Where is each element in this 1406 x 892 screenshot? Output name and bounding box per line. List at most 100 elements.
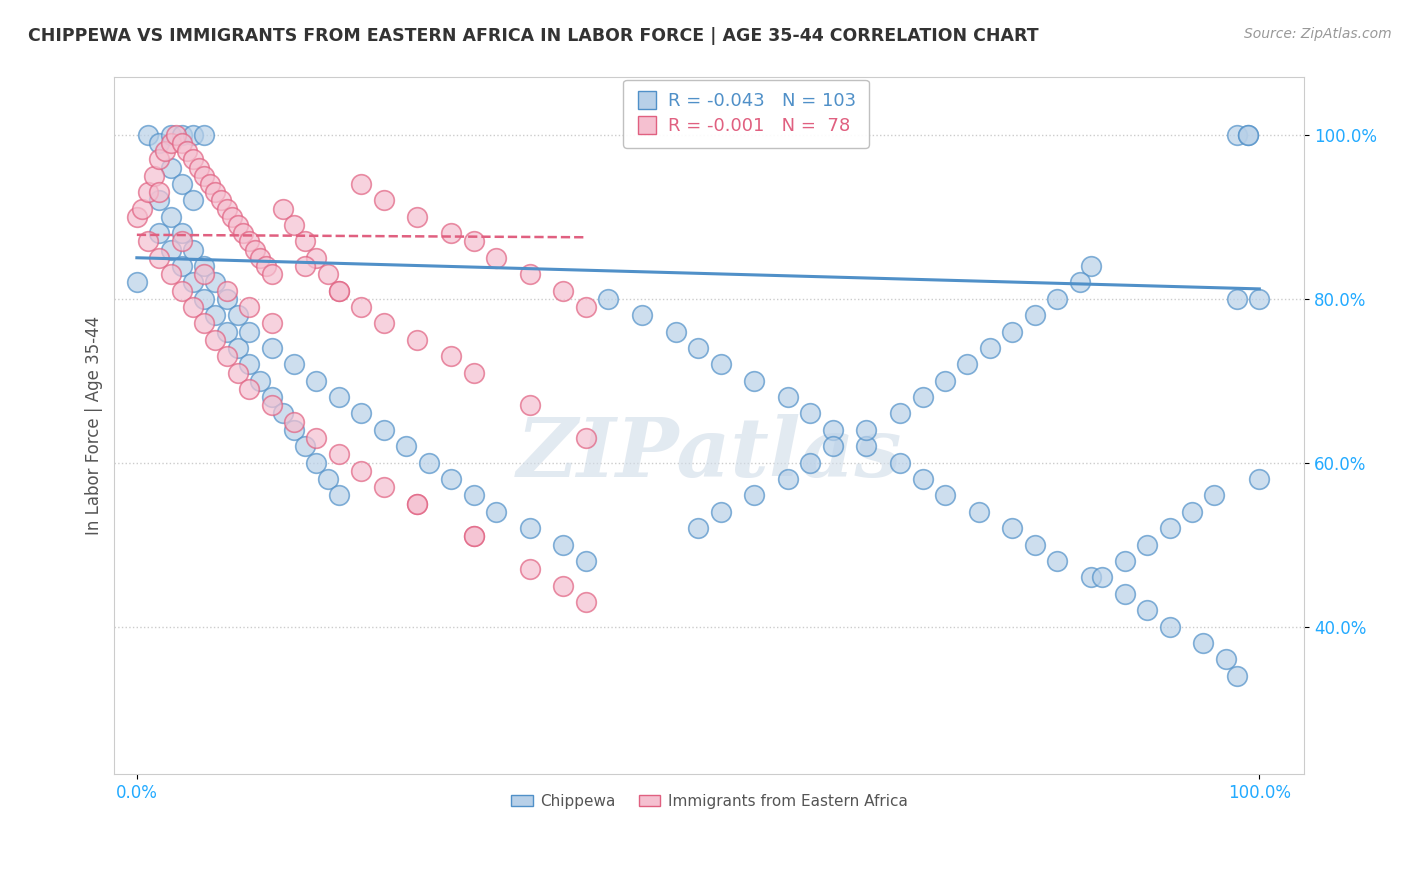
Point (181, 153, 204, 167)
Point (294, 439, 316, 453)
Point (294, 235, 316, 249)
Point (553, 284, 575, 298)
Point (1024, 308, 1046, 322)
Point (821, 439, 844, 453)
Point (1136, 603, 1159, 617)
Point (373, 194, 395, 208)
Point (148, 185, 170, 199)
Point (575, 431, 598, 445)
Point (911, 390, 934, 404)
Point (967, 505, 990, 519)
Point (440, 472, 463, 486)
Point (742, 488, 765, 502)
Point (159, 128, 181, 142)
Point (136, 185, 159, 199)
Point (204, 276, 226, 290)
Point (283, 415, 305, 429)
Point (215, 284, 238, 298)
Point (204, 308, 226, 322)
Point (238, 357, 260, 371)
Point (688, 521, 710, 535)
Point (1080, 259, 1102, 273)
Point (170, 259, 193, 273)
Point (181, 194, 204, 208)
Point (283, 423, 305, 437)
Point (148, 136, 170, 150)
Point (226, 308, 249, 322)
Point (316, 267, 339, 281)
Point (305, 374, 328, 388)
Point (1159, 521, 1181, 535)
Point (159, 210, 181, 224)
Point (1069, 276, 1091, 290)
Point (193, 267, 215, 281)
Point (485, 251, 508, 265)
Point (328, 284, 350, 298)
Point (125, 276, 148, 290)
Point (575, 300, 598, 314)
Point (395, 439, 418, 453)
Point (193, 292, 215, 306)
Point (193, 128, 215, 142)
Point (1001, 521, 1024, 535)
Point (260, 398, 283, 412)
Point (170, 177, 193, 191)
Point (238, 325, 260, 339)
Point (350, 300, 373, 314)
Point (181, 276, 204, 290)
Point (181, 128, 204, 142)
Point (204, 333, 226, 347)
Point (799, 456, 821, 470)
Point (799, 407, 821, 421)
Point (260, 267, 283, 281)
Point (855, 439, 877, 453)
Point (328, 488, 350, 502)
Point (463, 529, 485, 543)
Point (979, 341, 1001, 355)
Point (328, 284, 350, 298)
Point (142, 169, 165, 183)
Point (226, 218, 249, 232)
Point (283, 218, 305, 232)
Point (485, 505, 508, 519)
Point (598, 292, 620, 306)
Point (1226, 669, 1249, 683)
Point (631, 308, 654, 322)
Point (305, 251, 328, 265)
Point (271, 202, 294, 216)
Point (373, 480, 395, 494)
Point (221, 210, 243, 224)
Point (1046, 554, 1069, 568)
Point (328, 447, 350, 461)
Point (1114, 554, 1136, 568)
Point (1192, 636, 1215, 650)
Point (209, 194, 232, 208)
Point (238, 382, 260, 396)
Point (170, 226, 193, 240)
Point (1024, 538, 1046, 552)
Point (350, 177, 373, 191)
Point (709, 357, 731, 371)
Point (1237, 128, 1260, 142)
Point (911, 472, 934, 486)
Point (373, 423, 395, 437)
Point (418, 456, 440, 470)
Point (440, 349, 463, 363)
Point (1159, 619, 1181, 633)
Point (198, 177, 221, 191)
Point (131, 202, 153, 216)
Point (165, 128, 187, 142)
Point (463, 366, 485, 380)
Point (956, 357, 979, 371)
Point (1080, 570, 1102, 584)
Point (553, 579, 575, 593)
Point (136, 128, 159, 142)
Point (193, 169, 215, 183)
Point (1001, 325, 1024, 339)
Point (125, 210, 148, 224)
Point (328, 390, 350, 404)
Point (238, 300, 260, 314)
Point (226, 366, 249, 380)
Point (463, 488, 485, 502)
Point (215, 202, 238, 216)
